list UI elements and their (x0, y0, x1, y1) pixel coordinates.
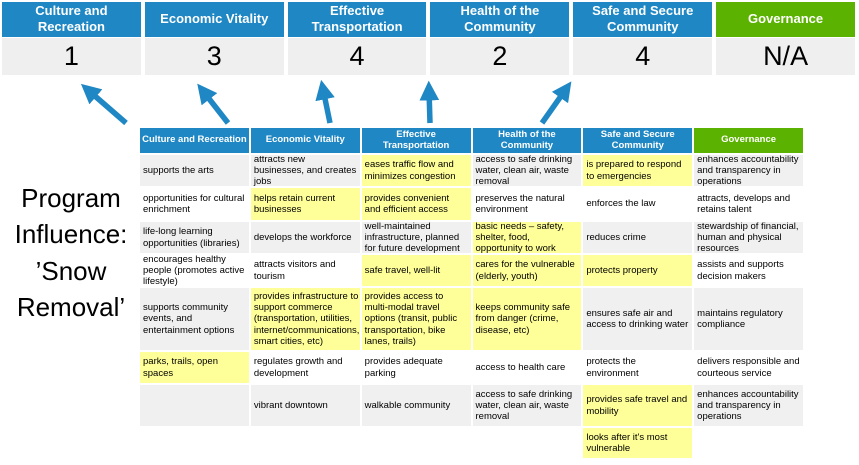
score-safe-secure-community: 4 (573, 38, 713, 75)
matrix-cell: vibrant downtown (250, 385, 362, 428)
up-arrow-icon (80, 83, 128, 126)
matrix-cell: life-long learning opportunities (librar… (140, 222, 251, 255)
matrix-cell: provides safe travel and mobility (583, 385, 695, 428)
influence-arrows (80, 79, 572, 126)
matrix-cell: safe travel, well-lit (361, 255, 473, 288)
score-economic-vitality: 3 (144, 38, 284, 75)
up-arrow-icon (539, 81, 572, 125)
matrix-cell: attracts visitors and tourism (250, 255, 362, 288)
matrix-cell: opportunities for cultural enrichment (140, 188, 251, 222)
matrix-cell: attracts, develops and retains talent (694, 188, 805, 222)
program-title-line: ’Snow (35, 255, 107, 286)
matrix-header-cell: Economic Vitality (250, 128, 362, 155)
matrix-cell (250, 428, 362, 460)
matrix-cell: protects property (583, 255, 695, 288)
priority-header-safe-secure-community: Safe and Secure Community (573, 2, 713, 37)
priority-matrix-table: Culture and Recreation Economic Vitality E… (140, 128, 805, 460)
matrix-cell: cares for the vulnerable (elderly, youth… (472, 255, 584, 288)
matrix-cell: preserves the natural environment (472, 188, 584, 222)
matrix-cell: provides convenient and efficient access (361, 188, 473, 222)
matrix-cell: supports community events, and entertain… (140, 288, 251, 352)
matrix-cell: provides access to multi-modal travel op… (361, 288, 473, 352)
matrix-cell: enhances accountability and transparency… (694, 385, 805, 428)
matrix-cell: parks, trails, open spaces (140, 352, 251, 385)
matrix-cell: regulates growth and development (250, 352, 362, 385)
matrix-cell: enforces the law (583, 188, 695, 222)
matrix-cell: supports the arts (140, 155, 251, 188)
priority-score-row: 1 3 4 2 4 N/A (2, 38, 855, 75)
score-governance: N/A (716, 38, 855, 75)
program-title-line: Program (21, 183, 121, 213)
matrix-cell: protects the environment (583, 352, 695, 385)
matrix-cell: well-maintained infrastructure, planned … (361, 222, 473, 255)
matrix-header-cell: Effective Transportation (361, 128, 473, 155)
priority-header-culture-recreation: Culture and Recreation (2, 2, 141, 37)
score-effective-transportation: 4 (287, 38, 427, 75)
priority-header-effective-transportation: Effective Transportation (287, 2, 427, 37)
matrix-cell: reduces crime (583, 222, 695, 255)
matrix-cell: encourages healthy people (promotes acti… (140, 255, 251, 288)
matrix-cell: access to health care (472, 352, 584, 385)
up-arrow-icon (419, 80, 440, 124)
matrix-cell: assists and supports decision makers (694, 255, 805, 288)
priority-header-row: Culture and Recreation Economic Vitality… (2, 2, 855, 37)
matrix-cell: stewardship of financial, human and phys… (694, 222, 805, 255)
matrix-header-cell: Safe and Secure Community (583, 128, 695, 155)
matrix-cell: helps retain current businesses (250, 188, 362, 222)
matrix-cell (361, 428, 473, 460)
matrix-header-cell: Culture and Recreation (140, 128, 251, 155)
priority-header-health-community: Health of the Community (430, 2, 570, 37)
matrix-cell: provides adequate parking (361, 352, 473, 385)
matrix-cell: develops the workforce (250, 222, 362, 255)
up-arrow-icon (197, 83, 231, 125)
matrix-cell: keeps community safe from danger (crime,… (472, 288, 584, 352)
score-health-community: 2 (430, 38, 570, 75)
matrix-cell: attracts new businesses, and creates job… (250, 155, 362, 188)
matrix-cell (140, 428, 251, 460)
priority-header-governance: Governance (716, 2, 855, 37)
matrix-cell: access to safe drinking water, clean air… (472, 155, 584, 188)
matrix-cell: provides infrastructure to support comme… (250, 288, 362, 352)
matrix-header-cell: Health of the Community (472, 128, 584, 155)
matrix-cell: is prepared to respond to emergencies (583, 155, 695, 188)
matrix-cell: basic needs – safety, shelter, food, opp… (472, 222, 584, 255)
matrix-cell: looks after it's most vulnerable (583, 428, 695, 460)
matrix-cell: maintains regulatory compliance (694, 288, 805, 352)
matrix-cell: ensures safe air and access to drinking … (583, 288, 695, 352)
matrix-cell (472, 428, 584, 460)
program-title: Program Influence: ’Snow Removal’ (0, 180, 142, 326)
priority-header-economic-vitality: Economic Vitality (144, 2, 284, 37)
up-arrow-icon (315, 79, 335, 124)
program-title-line: Removal’ (16, 292, 126, 323)
score-culture-recreation: 1 (2, 38, 141, 75)
program-title-line: Influence: (14, 219, 128, 250)
matrix-cell (694, 428, 805, 460)
matrix-cell: enhances accountability and transparency… (694, 155, 805, 188)
matrix-cell: delivers responsible and courteous servi… (694, 352, 805, 385)
matrix-cell: access to safe drinking water, clean air… (472, 385, 584, 428)
matrix-cell: walkable community (361, 385, 473, 428)
matrix-cell (140, 385, 251, 428)
matrix-cell: eases traffic flow and minimizes congest… (361, 155, 473, 188)
matrix-header-cell: Governance (694, 128, 805, 155)
